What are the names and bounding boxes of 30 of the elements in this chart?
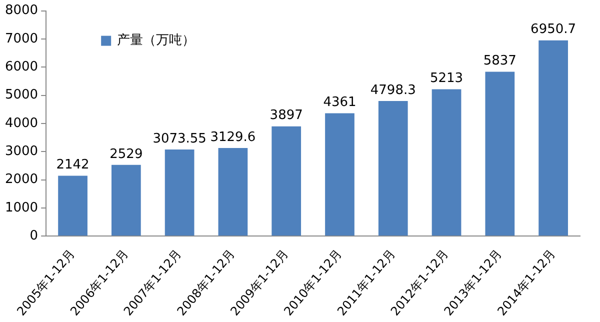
data-label: 2529 [110,146,143,162]
y-tick-label: 1000 [4,200,38,216]
bar [111,164,141,236]
data-label: 6950.7 [530,22,576,38]
y-tick-label: 2000 [4,172,38,188]
y-tick-label: 0 [30,228,38,244]
data-label: 5213 [430,71,464,86]
data-label: 3129.6 [210,130,256,145]
data-label: 5837 [483,54,516,69]
bar [218,148,248,236]
bar [538,40,568,236]
bar [164,150,194,236]
data-label: 4361 [323,95,356,110]
bar [485,72,515,236]
data-label: 4798.3 [370,82,416,98]
bar [432,89,462,236]
y-tick-label: 5000 [4,88,38,103]
y-tick-label: 4000 [4,116,38,131]
data-label: 3073.55 [152,131,206,146]
y-tick-label: 6000 [4,60,38,74]
y-tick-label: 7000 [4,31,38,46]
bar [325,113,354,236]
data-label: 3897 [270,108,303,124]
y-tick-label: 3000 [4,144,38,159]
bar [272,126,302,236]
legend-label: 产量（万吨） [117,33,196,48]
bar [378,100,408,236]
bar [58,176,88,236]
data-label: 2142 [56,158,90,173]
y-tick-label: 8000 [4,3,38,18]
